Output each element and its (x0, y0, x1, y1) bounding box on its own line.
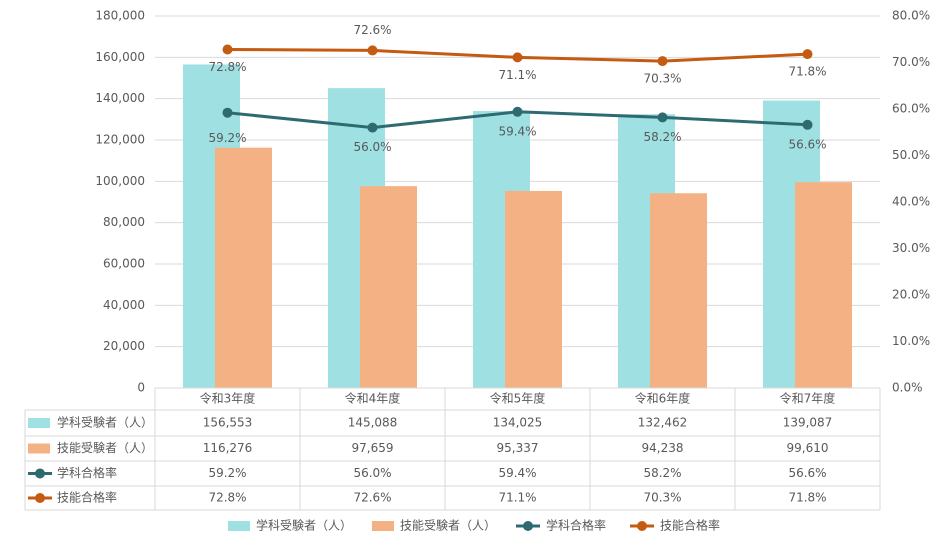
data-label: 59.2% (208, 131, 246, 145)
line-point (802, 49, 813, 60)
bar (215, 147, 272, 388)
y2-tick-label: 20.0% (892, 288, 930, 302)
line-point (222, 107, 233, 118)
y2-tick-label: 30.0% (892, 241, 930, 255)
table-row-label: 技能合格率 (57, 490, 117, 505)
legend-label: 技能合格率 (660, 518, 720, 533)
legend-key (372, 521, 394, 531)
table-header: 令和5年度 (490, 391, 546, 406)
y2-tick-label: 70.0% (892, 55, 930, 69)
table-header: 令和7年度 (780, 391, 836, 406)
data-label: 58.2% (643, 130, 681, 144)
data-label: 70.3% (643, 72, 681, 86)
data-label: 56.0% (353, 140, 391, 154)
y-tick-label: 100,000 (95, 174, 145, 188)
table-cell: 99,610 (787, 441, 829, 455)
table-cell: 134,025 (493, 416, 543, 430)
data-label: 71.8% (788, 65, 826, 79)
data-label: 59.4% (498, 124, 536, 138)
table-cell: 71.1% (498, 491, 536, 505)
table-cell: 97,659 (352, 441, 394, 455)
table-row-label: 学科合格率 (57, 465, 117, 480)
table-cell: 71.8% (788, 491, 826, 505)
line-point (512, 52, 523, 63)
data-label: 72.6% (353, 23, 391, 37)
table-cell: 70.3% (643, 491, 681, 505)
table-cell: 145,088 (348, 416, 398, 430)
y-tick-label: 160,000 (95, 50, 145, 64)
table-row-label: 学科受験者（人） (57, 415, 153, 430)
table-cell: 59.4% (498, 466, 536, 480)
line-point (512, 106, 523, 117)
table-cell: 56.6% (788, 466, 826, 480)
table-cell: 72.8% (208, 491, 246, 505)
bar (505, 190, 562, 388)
y-tick-label: 60,000 (103, 257, 145, 271)
bar (360, 186, 417, 388)
y-tick-label: 120,000 (95, 133, 145, 147)
bar (795, 182, 852, 388)
table-cell: 58.2% (643, 466, 681, 480)
line-point (222, 44, 233, 55)
line-point (802, 119, 813, 130)
table-cell: 56.0% (353, 466, 391, 480)
legend-label: 技能受験者（人） (400, 518, 496, 533)
table-header: 令和6年度 (635, 391, 691, 406)
data-label: 71.1% (498, 68, 536, 82)
table-header: 令和4年度 (345, 391, 401, 406)
legend-label: 学科受験者（人） (256, 518, 352, 533)
y-tick-label: 20,000 (103, 339, 145, 353)
legend-label: 学科合格率 (546, 518, 606, 533)
line-point (367, 122, 378, 133)
y-tick-label: 140,000 (95, 91, 145, 105)
table-cell: 95,337 (497, 441, 539, 455)
table-cell: 94,238 (642, 441, 684, 455)
data-label: 72.8% (208, 60, 246, 74)
legend-key (28, 443, 50, 454)
line-point (657, 112, 668, 123)
y2-tick-label: 50.0% (892, 148, 930, 162)
y-tick-label: 180,000 (95, 9, 145, 23)
legend-key (35, 493, 45, 503)
table-cell: 132,462 (638, 416, 688, 430)
y-tick-label: 40,000 (103, 298, 145, 312)
y2-tick-label: 0.0% (892, 381, 923, 395)
table-header: 令和3年度 (200, 391, 256, 406)
y2-tick-label: 10.0% (892, 334, 930, 348)
y2-tick-label: 60.0% (892, 102, 930, 116)
legend-key (523, 521, 533, 531)
legend-key (228, 521, 250, 531)
bar (650, 193, 707, 388)
table-row-label: 技能受験者（人） (57, 440, 153, 455)
line-point (367, 45, 378, 56)
legend-key (637, 521, 647, 531)
line-point (657, 56, 668, 67)
y2-tick-label: 40.0% (892, 195, 930, 209)
legend-key (35, 468, 45, 479)
table-cell: 156,553 (203, 416, 253, 430)
data-label: 56.6% (788, 137, 826, 151)
table-cell: 59.2% (208, 466, 246, 480)
legend-key (28, 418, 50, 428)
table-cell: 72.6% (353, 491, 391, 505)
y-tick-label: 80,000 (103, 215, 145, 229)
y-tick-label: 0 (137, 381, 145, 395)
table-cell: 139,087 (783, 416, 833, 430)
table-cell: 116,276 (203, 441, 253, 455)
y2-tick-label: 80.0% (892, 9, 930, 23)
